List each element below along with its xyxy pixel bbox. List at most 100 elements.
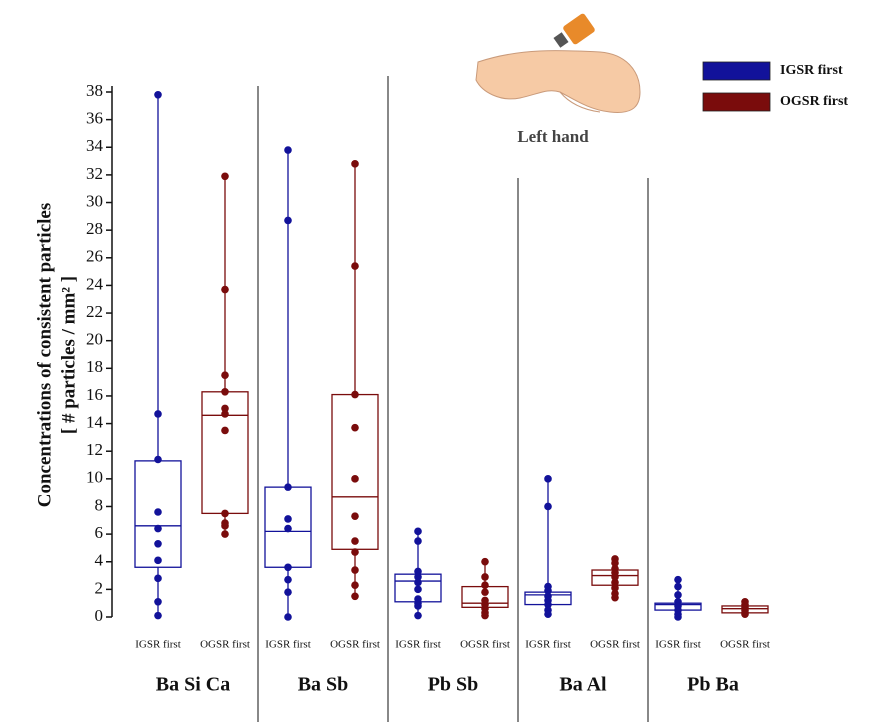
data-point <box>284 563 292 571</box>
chart: Left hand Concentrations of consistent p… <box>0 0 874 722</box>
data-point <box>154 91 162 99</box>
data-point <box>221 286 229 294</box>
annotation: Left hand <box>517 127 589 146</box>
y-label-line: Concentrations of consistent particles <box>34 203 55 508</box>
data-point <box>674 591 682 599</box>
data-point <box>674 583 682 591</box>
data-point <box>154 575 162 583</box>
y-tick-label: 34 <box>86 136 104 155</box>
data-point <box>284 576 292 584</box>
data-point <box>351 566 359 574</box>
y-tick-label: 32 <box>86 164 103 183</box>
data-point <box>674 613 682 621</box>
y-tick-label: 4 <box>95 551 104 570</box>
y-tick-label: 28 <box>86 219 103 238</box>
y-tick-label: 30 <box>86 191 103 210</box>
data-point <box>414 528 422 536</box>
data-point <box>674 576 682 584</box>
data-point <box>154 612 162 620</box>
category-label: Ba Si Ca <box>156 674 230 696</box>
data-point <box>351 262 359 270</box>
data-point <box>221 510 229 518</box>
category-label: Pb Sb <box>428 674 479 696</box>
data-point <box>154 508 162 516</box>
data-point <box>284 146 292 154</box>
data-point <box>351 592 359 600</box>
data-point <box>481 558 489 566</box>
data-point <box>351 391 359 399</box>
data-point <box>351 548 359 556</box>
data-point <box>741 610 749 618</box>
y-tick-label: 10 <box>86 468 103 487</box>
y-tick-label: 38 <box>86 81 103 100</box>
data-point <box>481 612 489 620</box>
data-point <box>154 456 162 464</box>
data-point <box>221 410 229 418</box>
group-series-label: IGSR first <box>265 639 311 651</box>
data-point <box>154 410 162 418</box>
y-tick-label: 24 <box>86 274 104 293</box>
y-label: Concentrations of consistent particles [… <box>34 203 79 508</box>
data-point <box>351 424 359 432</box>
data-point <box>221 172 229 180</box>
group-series-label: OGSR first <box>330 639 380 651</box>
data-point <box>154 557 162 565</box>
y-tick-label: 36 <box>86 109 103 128</box>
data-point <box>284 217 292 225</box>
group-series-label: OGSR first <box>590 639 640 651</box>
data-point <box>481 573 489 581</box>
legend-swatch <box>703 93 770 111</box>
data-point <box>221 522 229 530</box>
data-point <box>284 588 292 596</box>
data-point <box>414 602 422 610</box>
y-tick-label: 14 <box>86 412 104 431</box>
data-point <box>154 598 162 606</box>
legend-label: OGSR first <box>780 94 848 109</box>
y-tick-label: 6 <box>95 523 104 542</box>
data-point <box>351 512 359 520</box>
data-point <box>351 160 359 168</box>
data-point <box>414 612 422 620</box>
group-series-label: IGSR first <box>655 639 701 651</box>
data-point <box>284 515 292 523</box>
data-point <box>414 579 422 587</box>
data-point <box>481 588 489 596</box>
category-label: Pb Ba <box>687 674 739 696</box>
legend-swatch <box>703 62 770 80</box>
y-tick-label: 26 <box>86 247 103 266</box>
y-label-line: [ # particles / mm² ] <box>58 276 79 434</box>
data-point <box>351 475 359 483</box>
data-point <box>351 581 359 589</box>
data-point <box>351 537 359 545</box>
data-point <box>284 525 292 533</box>
group-series-label: OGSR first <box>720 639 770 651</box>
data-point <box>481 581 489 589</box>
y-tick-label: 20 <box>86 330 103 349</box>
data-point <box>221 530 229 538</box>
y-tick-label: 12 <box>86 440 103 459</box>
data-point <box>414 586 422 594</box>
data-point <box>544 503 552 511</box>
group-series-label: OGSR first <box>200 639 250 651</box>
data-point <box>221 388 229 396</box>
y-tick-label: 2 <box>95 578 104 597</box>
y-tick-label: 16 <box>86 385 103 404</box>
y-tick-label: 22 <box>86 302 103 321</box>
box <box>332 395 378 550</box>
data-point <box>154 525 162 533</box>
group-series-label: OGSR first <box>460 639 510 651</box>
group-series-label: IGSR first <box>135 639 181 651</box>
data-point <box>221 371 229 379</box>
data-point <box>544 475 552 483</box>
data-point <box>284 483 292 491</box>
data-point <box>414 537 422 545</box>
data-point <box>221 427 229 435</box>
data-point <box>284 613 292 621</box>
y-tick-label: 18 <box>86 357 103 376</box>
category-label: Ba Al <box>559 674 607 696</box>
y-tick-label: 8 <box>95 495 104 514</box>
group-series-label: IGSR first <box>525 639 571 651</box>
category-label: Ba Sb <box>298 674 349 696</box>
data-point <box>611 594 619 602</box>
hand-illustration <box>476 13 640 113</box>
